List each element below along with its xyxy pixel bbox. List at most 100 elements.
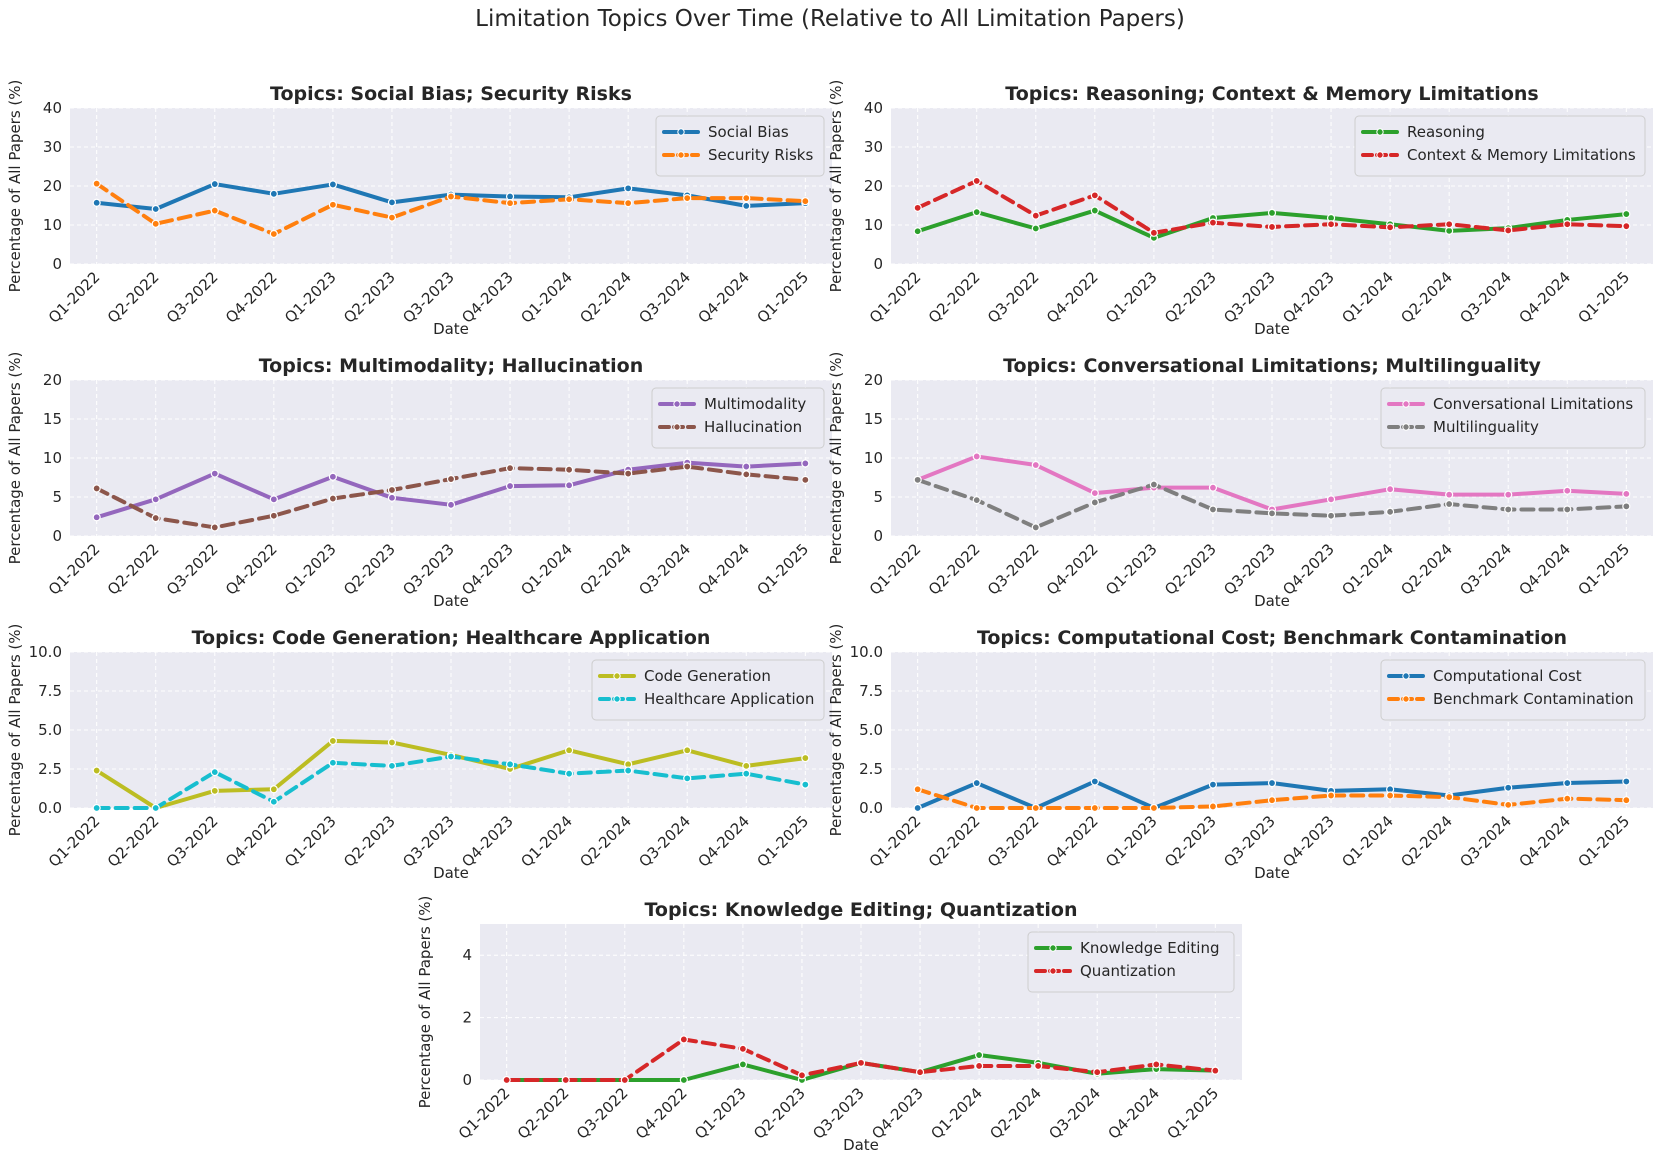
legend-label: Reasoning <box>1407 123 1485 141</box>
data-point <box>210 786 219 795</box>
data-point <box>151 513 160 523</box>
x-tick-label: Q1-2024 <box>1338 268 1397 327</box>
legend-label: Knowledge Editing <box>1080 939 1219 957</box>
data-point <box>446 192 456 201</box>
data-point <box>1031 211 1040 220</box>
x-tick-label: Q1-2025 <box>1575 812 1634 871</box>
data-point <box>742 462 751 471</box>
data-point <box>1563 486 1572 495</box>
data-point <box>683 193 692 203</box>
x-tick-label: Q3-2024 <box>635 812 694 871</box>
data-point <box>269 495 278 504</box>
subplot-6: Topics: Computational Cost; Benchmark Co… <box>827 624 1653 882</box>
x-tick-label: Q2-2023 <box>340 268 399 327</box>
x-tick-label: Q4-2024 <box>1515 812 1574 871</box>
data-point <box>801 475 810 484</box>
legend-label: Code Generation <box>644 667 771 685</box>
y-tick-label: 0 <box>462 1071 472 1089</box>
data-point <box>972 803 981 813</box>
subplot-2: Topics: Reasoning; Context & Memory Limi… <box>827 80 1653 338</box>
x-axis-label: Date <box>433 864 469 882</box>
y-tick-label: 10 <box>43 216 62 234</box>
x-tick-label: Q3-2023 <box>1220 812 1279 871</box>
data-point <box>92 198 101 207</box>
legend-label: Security Risks <box>708 146 813 164</box>
y-tick-label: 5.0 <box>859 721 883 739</box>
figure-title: Limitation Topics Over Time (Relative to… <box>475 6 1185 32</box>
x-tick-label: Q3-2022 <box>984 540 1043 599</box>
y-tick-label: 2 <box>462 1009 472 1027</box>
y-tick-label: 0.0 <box>38 799 62 817</box>
data-point <box>797 1071 807 1080</box>
data-point <box>1445 490 1454 499</box>
y-tick-label: 5 <box>873 488 883 506</box>
data-point <box>1149 228 1158 237</box>
legend-label: Context & Memory Limitations <box>1407 146 1636 164</box>
data-point <box>1326 511 1336 520</box>
data-point <box>1208 505 1218 514</box>
x-tick-label: Q4-2024 <box>1515 268 1574 327</box>
y-tick-label: 10 <box>864 449 883 467</box>
x-tick-label: Q3-2023 <box>809 1084 868 1143</box>
data-point <box>742 201 751 210</box>
data-point <box>387 493 397 502</box>
data-point <box>1090 206 1099 215</box>
data-point <box>624 469 633 478</box>
x-tick-label: Q2-2022 <box>925 812 984 871</box>
data-point <box>801 459 810 468</box>
data-point <box>446 474 456 484</box>
y-axis-label: Percentage of All Papers (%) <box>827 624 845 837</box>
legend-label: Healthcare Application <box>644 690 814 708</box>
data-point <box>738 1060 747 1069</box>
data-point <box>1090 191 1099 200</box>
x-tick-label: Q3-2024 <box>635 268 694 327</box>
x-axis-label: Date <box>1254 592 1290 610</box>
data-point <box>683 462 692 471</box>
y-tick-label: 15 <box>43 410 62 428</box>
x-tick-label: Q3-2022 <box>163 540 222 599</box>
x-tick-label: Q4-2023 <box>868 1084 927 1143</box>
subplot-title: Topics: Multimodality; Hallucination <box>259 355 643 377</box>
data-point <box>210 523 219 532</box>
x-tick-label: Q3-2024 <box>635 540 694 599</box>
x-tick-label: Q1-2022 <box>866 812 925 871</box>
data-point <box>1326 495 1336 504</box>
x-tick-label: Q2-2022 <box>104 540 163 599</box>
data-point <box>387 485 397 495</box>
data-point <box>801 197 810 206</box>
data-point <box>913 785 922 794</box>
legend: Knowledge Editing Quantization <box>1027 931 1235 993</box>
data-point <box>1211 1066 1220 1075</box>
y-tick-label: 4 <box>462 946 472 964</box>
data-point <box>269 797 278 806</box>
x-tick-label: Q2-2022 <box>925 540 984 599</box>
x-tick-label: Q1-2023 <box>1102 268 1161 327</box>
data-point <box>1326 791 1336 800</box>
x-tick-label: Q4-2023 <box>458 812 517 871</box>
data-point <box>505 464 515 473</box>
x-tick-label: Q4-2022 <box>1043 268 1102 327</box>
data-point <box>328 758 337 767</box>
data-point <box>972 496 981 505</box>
subplot-title: Topics: Code Generation; Healthcare Appl… <box>192 627 711 649</box>
x-tick-label: Q3-2022 <box>984 268 1043 327</box>
x-tick-label: Q1-2023 <box>1102 540 1161 599</box>
x-tick-label: Q1-2024 <box>1338 540 1397 599</box>
legend-box <box>1380 659 1646 721</box>
x-tick-label: Q4-2022 <box>1043 812 1102 871</box>
y-axis-label: Percentage of All Papers (%) <box>416 896 434 1109</box>
legend-label: Hallucination <box>704 418 802 436</box>
y-tick-label: 0 <box>52 527 62 545</box>
data-point <box>972 452 981 461</box>
y-tick-label: 10 <box>864 216 883 234</box>
subplot-title: Topics: Reasoning; Context & Memory Limi… <box>1005 83 1538 105</box>
data-point <box>151 495 160 504</box>
data-point <box>1504 490 1513 499</box>
legend-marker <box>673 400 681 408</box>
data-point <box>92 179 101 188</box>
y-tick-label: 15 <box>864 410 883 428</box>
y-axis-label: Percentage of All Papers (%) <box>827 80 845 293</box>
y-tick-label: 40 <box>43 99 62 117</box>
subplot-7: Topics: Knowledge Editing; Quantization 0… <box>416 896 1242 1154</box>
data-point <box>565 769 574 778</box>
